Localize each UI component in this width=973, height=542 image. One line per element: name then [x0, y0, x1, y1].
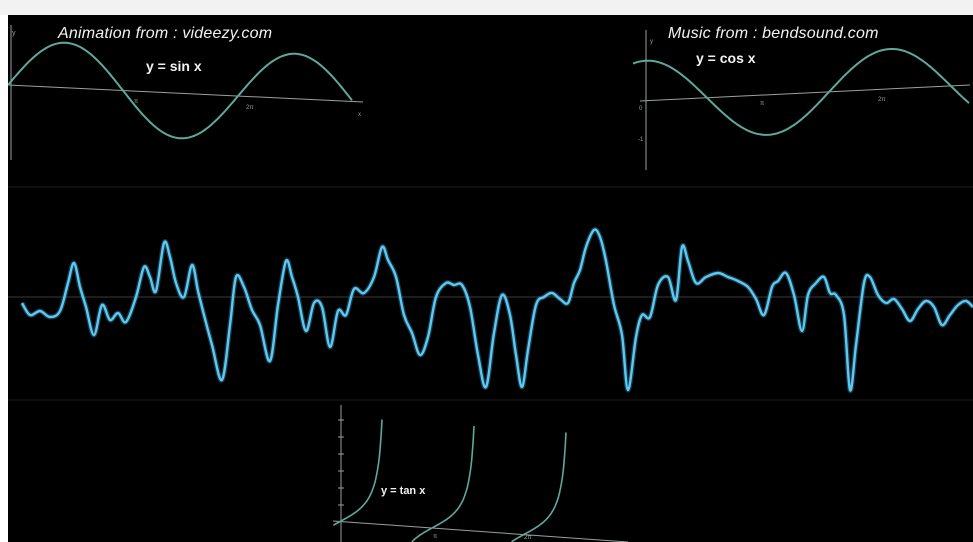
tangent-branch-3: [512, 432, 567, 542]
sine-graph: y π 2π x: [8, 25, 363, 160]
sine-x-axis: [8, 85, 363, 102]
tangent-tick-pi: π: [433, 534, 437, 540]
cosine-tick-zero: 0: [639, 106, 643, 112]
cosine-graph: y π 2π 0 -1: [633, 30, 970, 170]
music-credit: Music from : bendsound.com: [668, 25, 879, 43]
sine-equation: y = sin x: [146, 58, 202, 74]
cosine-tick-neg: -1: [638, 137, 644, 143]
sine-y-label: y: [12, 30, 16, 37]
tangent-x-axis: [333, 521, 628, 542]
cosine-curve: [633, 49, 969, 135]
sine-tick-2pi: 2π: [246, 105, 253, 111]
cosine-x-axis: [640, 85, 970, 101]
cosine-tick-2pi: 2π: [878, 97, 885, 103]
top-cropped-strip: [0, 0, 973, 16]
audio-waveform: [22, 230, 973, 391]
cosine-tick-pi: π: [760, 101, 764, 107]
animation-credit: Animation from : videezy.com: [58, 25, 272, 43]
cosine-equation: y = cos x: [696, 50, 756, 66]
sine-tick-pi: π: [134, 99, 138, 105]
video-frame: y π 2π x y π 2π 0 -1 π 2π: [8, 15, 973, 542]
left-margin-strip: [0, 15, 8, 542]
graphs-canvas: y π 2π x y π 2π 0 -1 π 2π: [8, 15, 973, 542]
tangent-equation: y = tan x: [381, 485, 425, 497]
tangent-branch-2: [412, 426, 474, 542]
sine-tick-end: x: [358, 112, 361, 118]
tangent-tick-2pi: 2π: [524, 535, 531, 541]
cosine-y-label: y: [650, 39, 653, 45]
tangent-graph: π 2π: [333, 405, 628, 542]
